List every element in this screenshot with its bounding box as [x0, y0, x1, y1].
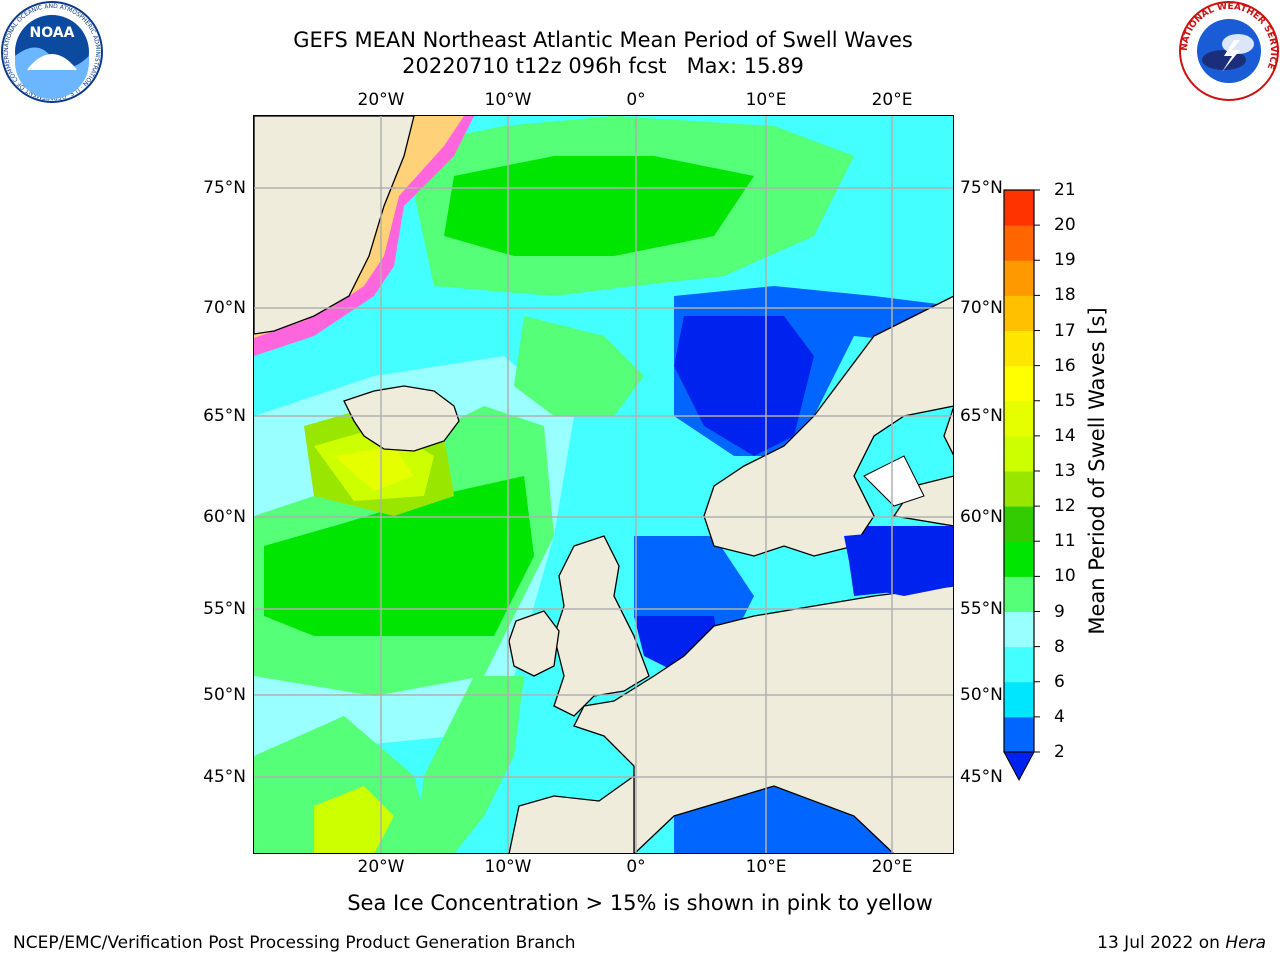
colorbar-segment [1004, 716, 1034, 753]
colorbar-tick-label: 4 [1054, 706, 1065, 727]
footer-host: Hera [1225, 933, 1266, 953]
lat-label-left: 75°N [203, 178, 246, 198]
lon-label-top: 10°W [484, 90, 532, 110]
colorbar-tick-label: 9 [1054, 601, 1065, 622]
graticule [254, 116, 953, 853]
sea-ice-note: Sea Ice Concentration > 15% is shown in … [347, 891, 933, 915]
lat-label-left: 60°N [203, 507, 246, 527]
colorbar-tick-label: 13 [1054, 461, 1076, 481]
swell-period-field [254, 116, 953, 853]
lat-label-right: 60°N [960, 507, 1003, 527]
lat-label-right: 45°N [960, 767, 1003, 787]
lon-label-bottom: 10°E [745, 857, 787, 877]
lat-label-left: 50°N [203, 685, 246, 705]
chart-title: GEFS MEAN Northeast Atlantic Mean Period… [293, 28, 913, 52]
colorbar-segment [1004, 576, 1034, 612]
lat-label-left: 55°N [203, 599, 246, 619]
footer-date-text: 13 Jul 2022 on [1097, 933, 1226, 953]
colorbar-segment [1004, 330, 1034, 367]
colorbar-segment [1004, 646, 1034, 683]
colorbar-segment [1004, 541, 1034, 577]
lon-label-top: 10°E [745, 90, 787, 110]
svg-text:NOAA: NOAA [30, 25, 75, 41]
colorbar-segment [1004, 400, 1034, 437]
colorbar-tick-label: 12 [1054, 496, 1076, 517]
colorbar-segment [1004, 611, 1034, 648]
colorbar-tick-label: 19 [1054, 250, 1076, 271]
colorbar-tick-label: 18 [1054, 285, 1076, 306]
colorbar-tick-label: 15 [1054, 390, 1076, 411]
lat-label-right: 65°N [960, 406, 1003, 426]
lon-label-bottom: 20°E [871, 857, 913, 877]
colorbar-segment [1004, 435, 1034, 472]
nws-logo: NATIONAL WEATHER SERVICE [1179, 1, 1279, 101]
lon-label-top: 0° [626, 90, 646, 110]
colorbar-segment [1004, 471, 1034, 507]
colorbar-tick-label: 10 [1054, 566, 1076, 587]
colorbar-tick-label: 11 [1054, 531, 1076, 552]
colorbar-segment [1004, 225, 1034, 261]
colorbar-segment [1004, 681, 1034, 718]
colorbar-tick-label: 2 [1054, 742, 1065, 762]
colorbar-segment [1004, 295, 1034, 331]
chart-subtitle: 20220710 t12z 096h fcst Max: 15.89 [402, 54, 804, 78]
lat-label-left: 70°N [203, 298, 246, 318]
lon-label-bottom: 10°W [484, 857, 532, 877]
lat-label-left: 45°N [203, 767, 246, 787]
colorbar-tick-label: 17 [1054, 320, 1076, 341]
footer-date: 13 Jul 2022 on Hera [1097, 933, 1266, 953]
lat-label-right: 55°N [960, 599, 1003, 619]
colorbar-label: Mean Period of Swell Waves [s] [1085, 307, 1109, 635]
lon-label-bottom: 20°W [357, 857, 405, 877]
lon-label-top: 20°E [871, 90, 913, 110]
footer-credit: NCEP/EMC/Verification Post Processing Pr… [13, 933, 576, 953]
colorbar-tick-label: 6 [1054, 671, 1065, 692]
lon-label-bottom: 0° [626, 857, 646, 877]
lat-label-right: 50°N [960, 685, 1003, 705]
colorbar-tick-label: 20 [1054, 215, 1076, 236]
lat-label-left: 65°N [203, 406, 246, 426]
colorbar-segment [1004, 190, 1034, 226]
lat-label-right: 70°N [960, 298, 1003, 318]
noaa-logo: NATIONAL OCEANIC AND ATMOSPHERIC ADMINIS… [0, 0, 103, 103]
colorbar [1003, 189, 1040, 782]
colorbar-segment [1004, 260, 1034, 296]
lon-label-top: 20°W [357, 90, 405, 110]
colorbar-tick-label: 16 [1054, 355, 1076, 376]
colorbar-tick-label: 8 [1054, 636, 1065, 657]
colorbar-segment [1004, 365, 1034, 402]
colorbar-tick-label: 21 [1054, 180, 1076, 200]
colorbar-tick-label: 14 [1054, 425, 1076, 446]
colorbar-under-extension [1003, 751, 1035, 782]
colorbar-segment [1004, 506, 1034, 542]
lat-label-right: 75°N [960, 178, 1003, 198]
map-panel [253, 115, 954, 854]
